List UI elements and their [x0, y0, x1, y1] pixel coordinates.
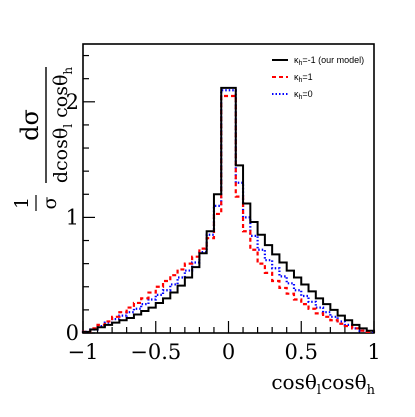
x-axis-title: cosθlcosθh — [271, 370, 375, 398]
x-tick-label: 0 — [222, 340, 235, 364]
x-tick-label: −0.5 — [130, 340, 181, 364]
y-tick-label: 2 — [66, 90, 79, 114]
y-tick-label: 1 — [66, 205, 79, 229]
svg-text:σ: σ — [39, 196, 61, 209]
series-layer — [81, 86, 376, 333]
legend-label: κh=1 — [294, 72, 313, 84]
legend: κh=-1 (our model) κh=1 κh=0 — [272, 55, 364, 101]
x-tick-label: 0.5 — [285, 340, 318, 364]
svg-text:dσ: dσ — [16, 109, 44, 141]
legend-label: κh=0 — [294, 89, 313, 101]
svg-text:1: 1 — [11, 197, 33, 209]
tick-labels: −1 −0.5 0 0.5 1 0 1 2 — [66, 90, 381, 364]
y-axis-title: dσ dcosθl cosθh 1 σ — [11, 67, 75, 211]
x-tick-label: 1 — [367, 340, 380, 364]
x-tick-label: −1 — [68, 340, 99, 364]
series-line — [81, 89, 376, 333]
legend-label: κh=-1 (our model) — [294, 55, 364, 67]
svg-text:dcosθl cosθh: dcosθl cosθh — [50, 67, 75, 184]
y-tick-label: 0 — [66, 321, 79, 345]
axis-ticks — [82, 54, 375, 334]
series-line — [82, 86, 375, 333]
series-line — [81, 94, 376, 333]
